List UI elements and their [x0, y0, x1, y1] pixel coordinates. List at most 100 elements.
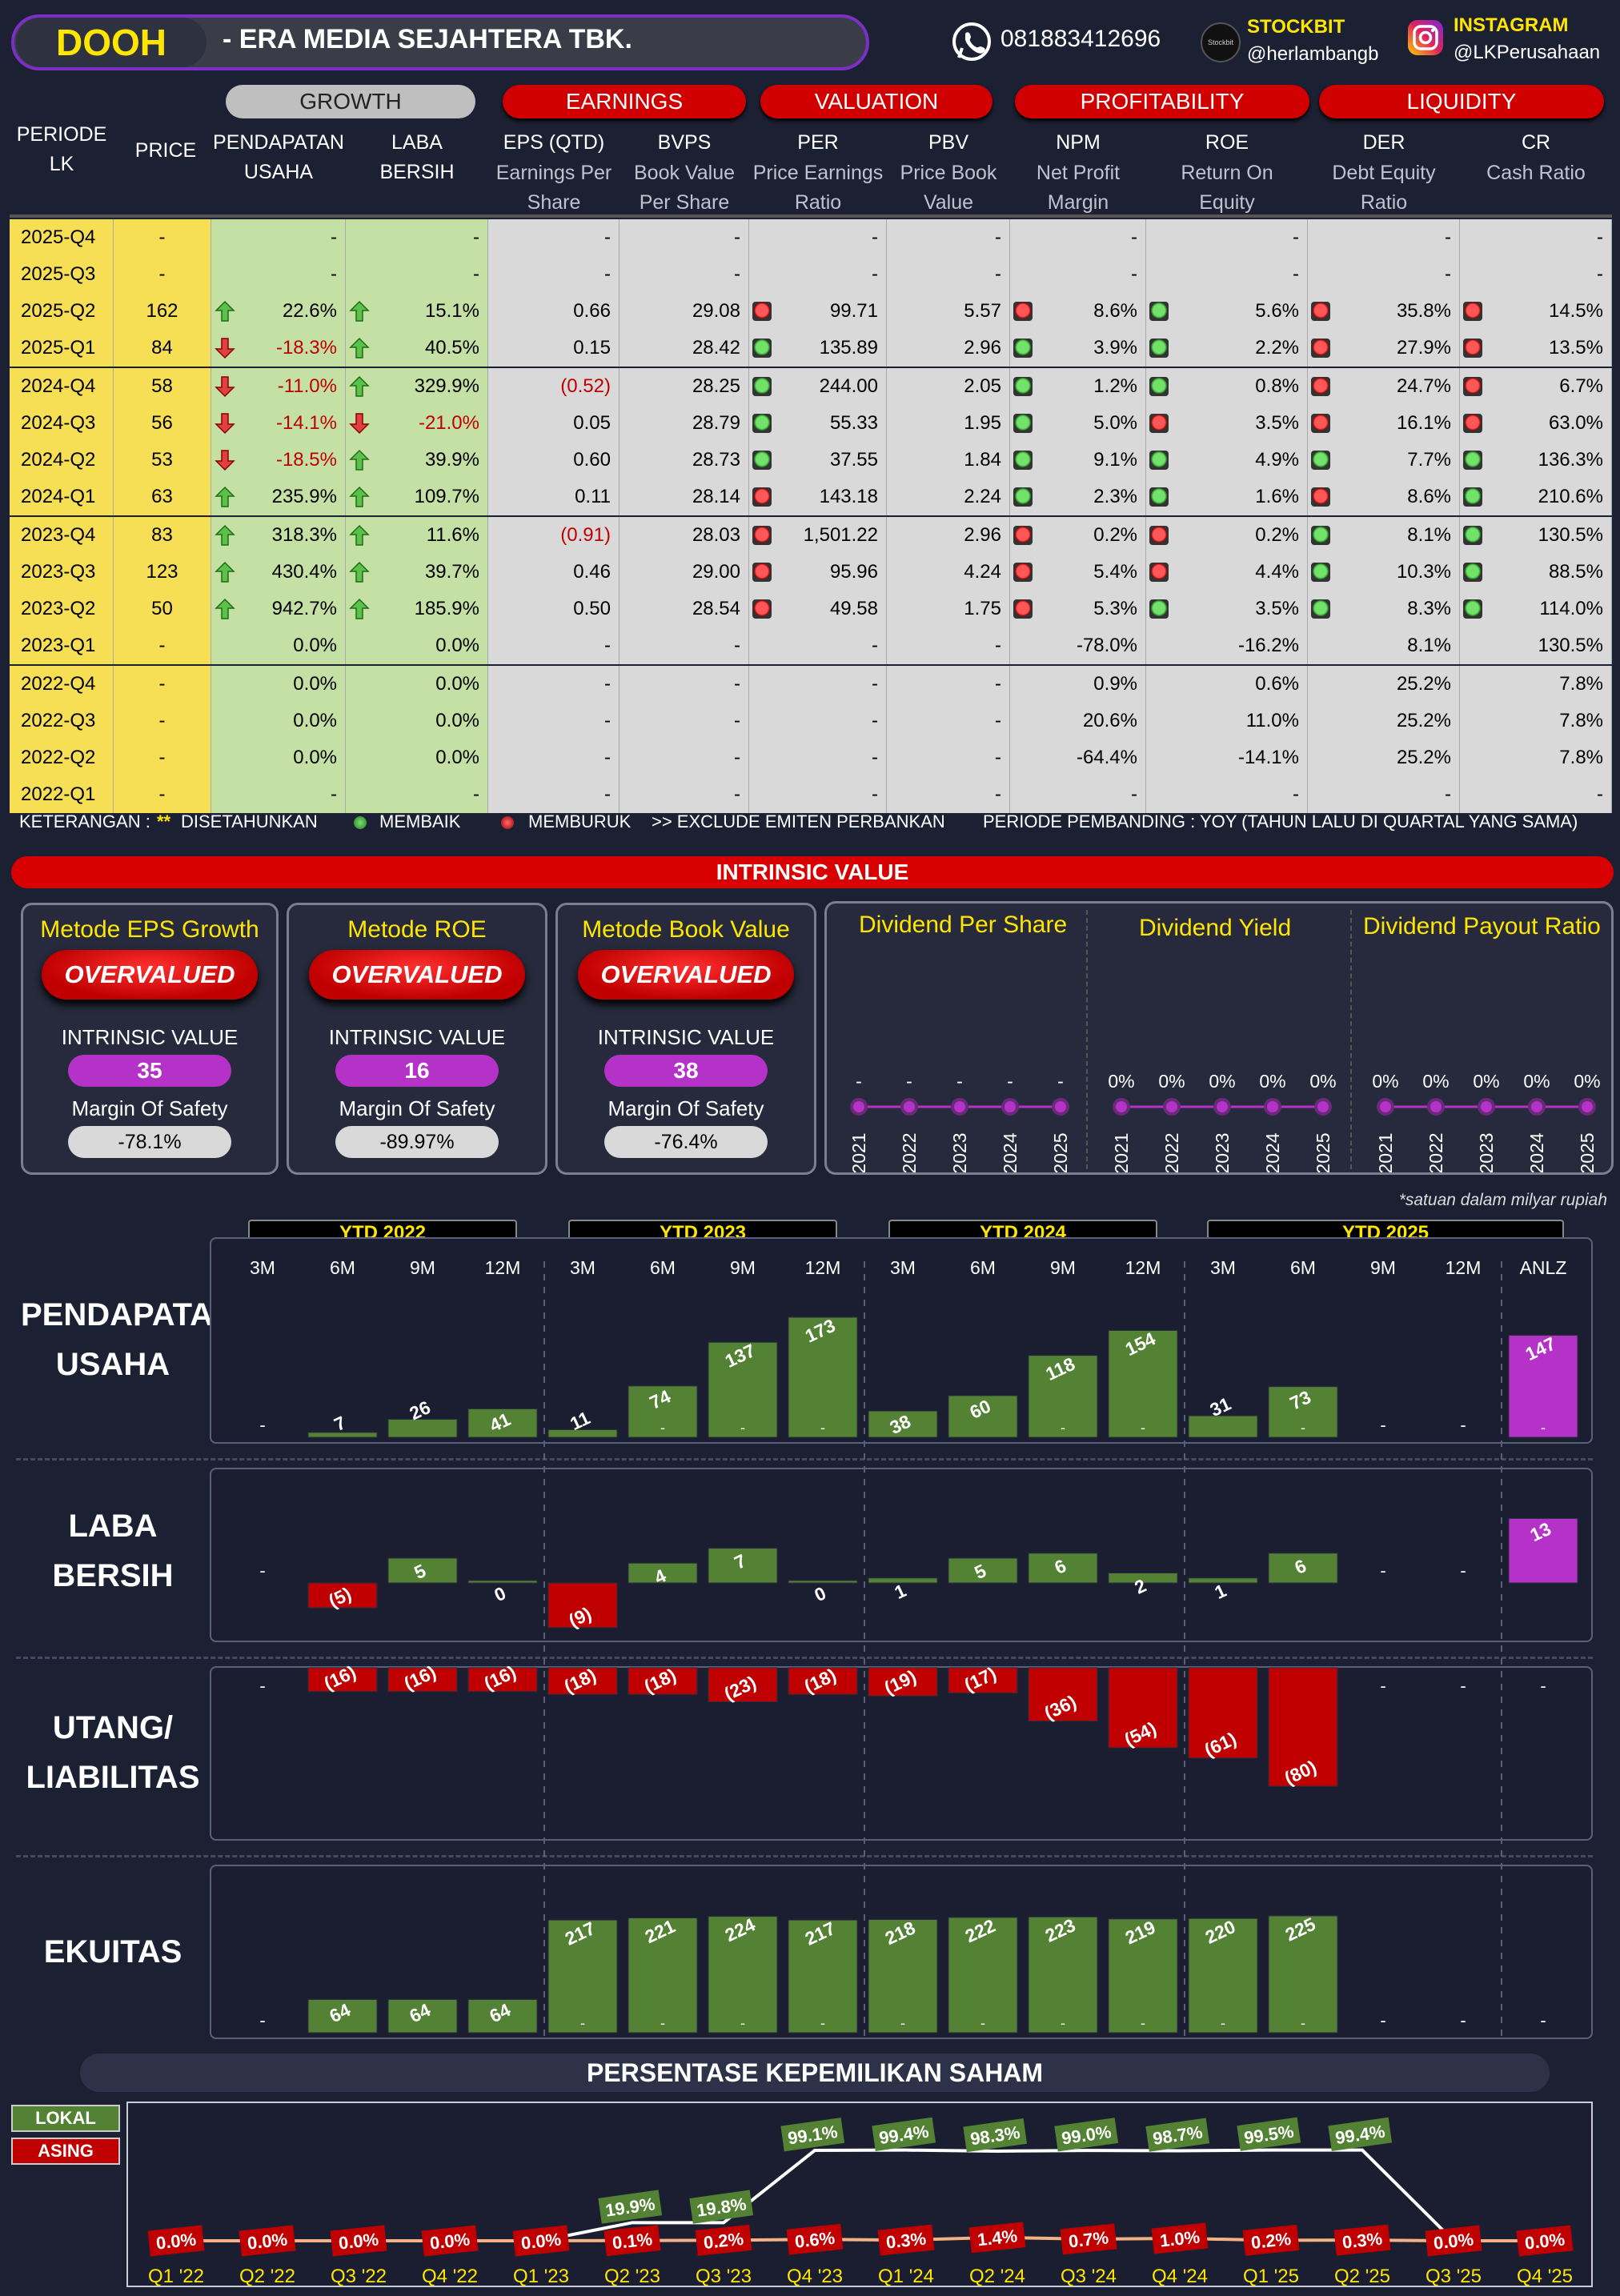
table-cell-rev: -: [211, 776, 346, 813]
quarter-label: Q3 '24: [1061, 2266, 1117, 2287]
cell-value: 114.0%: [1539, 598, 1603, 619]
table-row: 2022-Q2 - 0.0% 0.0% - - - - -64.4% -14.1% 25.2% 7.8…: [10, 739, 1612, 776]
cell-value: 0.0%: [293, 710, 337, 731]
cell-value: 0.66: [573, 300, 611, 322]
table-cell-p: 2025-Q1: [10, 330, 114, 367]
mos-label: Margin Of Safety: [339, 1096, 495, 1120]
cell-value: -14.1%: [1237, 747, 1299, 768]
cell-value: 7.8%: [1559, 673, 1603, 695]
bar-empty-label: -: [1380, 2010, 1385, 2030]
stockbit-handle[interactable]: @herlambangb: [1247, 43, 1379, 65]
table-cell-p: 2025-Q3: [10, 256, 114, 293]
table-cell-npm: 20.6%: [1010, 703, 1146, 739]
cell-value: -: [1131, 783, 1137, 805]
asing-value-label: 0.0%: [1433, 2229, 1474, 2253]
table-cell-rev: 0.0%: [211, 703, 346, 739]
table-cell-eps: 0.50: [488, 591, 620, 627]
arrow-up-icon: [215, 598, 235, 619]
table-row: 2025-Q2 162 22.6% 15.1% 0.66 29.08 99.71 5.57 8.…: [10, 293, 1612, 330]
row-label-utang: UTANG/ LIABILITAS: [26, 1710, 200, 1795]
instagram-icon: [1405, 18, 1446, 62]
table-cell-npm: 5.3%: [1010, 591, 1146, 627]
cell-value: 2.96: [964, 524, 1001, 546]
lokal-point-label: 99.4%: [872, 2117, 936, 2152]
cell-value: 56: [151, 412, 173, 434]
arrow-down-icon: [215, 376, 235, 398]
bar: [1508, 1335, 1578, 1438]
table-cell-per: -: [749, 219, 887, 256]
dividend-year-label: 2024: [1526, 1132, 1547, 1172]
cell-value: 2.96: [964, 337, 1001, 359]
cell-value: -: [604, 226, 611, 248]
cell-value: 50: [151, 598, 173, 619]
dividend-value-label: 0%: [1574, 1071, 1600, 1092]
membaik-indicator-icon: [1013, 414, 1033, 433]
table-cell-eps: -: [488, 776, 620, 813]
table-cell-ni: 0.0%: [346, 739, 488, 776]
table-cell-ni: -: [346, 256, 488, 293]
cell-value: 235.9%: [271, 486, 337, 507]
cell-value: 109.7%: [414, 486, 479, 507]
dividend-year-label: 2021: [1375, 1132, 1396, 1172]
table-cell-npm: 1.2%: [1010, 368, 1146, 405]
dividend-yield-title: Dividend Yield: [1139, 915, 1292, 941]
table-cell-per: 95.96: [749, 554, 887, 591]
bar: [1508, 1517, 1578, 1584]
table-cell-npm: 0.2%: [1010, 517, 1146, 554]
table-cell-price: 83: [114, 517, 211, 554]
bar-base-marker: -: [820, 1420, 825, 1436]
cell-value: 15.1%: [424, 300, 479, 322]
table-cell-der: 8.1%: [1308, 627, 1460, 664]
cell-value: 318.3%: [271, 524, 337, 546]
membaik-indicator-icon: [752, 451, 772, 470]
cell-value: -: [872, 673, 878, 695]
cell-value: -: [995, 747, 1001, 768]
table-cell-price: -: [114, 219, 211, 256]
lokal-point-label: 98.7%: [1145, 2118, 1210, 2152]
table-cell-npm: 5.0%: [1010, 405, 1146, 442]
phone-number: 081883412696: [1000, 26, 1161, 52]
table-cell-price: 63: [114, 479, 211, 515]
lokal-point-label: 99.5%: [1237, 2117, 1301, 2151]
asing-value-label: 0.0%: [429, 2229, 471, 2253]
cell-value: 0.0%: [435, 635, 479, 656]
quarter-label: Q4 '24: [1152, 2266, 1208, 2287]
cell-value: 2024-Q1: [21, 486, 96, 507]
bar: [467, 1998, 538, 2034]
bar-empty-label: -: [1460, 1415, 1466, 1435]
arrow-up-icon: [215, 561, 235, 583]
table-cell-pbv: 4.24: [887, 554, 1010, 591]
cell-value: -64.4%: [1076, 747, 1137, 768]
cell-value: 25.2%: [1396, 710, 1451, 731]
table-cell-eps: (0.91): [488, 517, 620, 554]
bar-empty-label: -: [1460, 1676, 1466, 1696]
quarter-label: Q2 '22: [239, 2266, 295, 2287]
bar: [868, 1667, 938, 1697]
legend-membaik: MEMBAIK: [379, 811, 461, 831]
cell-value: 0.9%: [1093, 673, 1137, 695]
quarter-label: Q3 '22: [331, 2266, 387, 2287]
cell-value: 11.0%: [1245, 710, 1299, 731]
table-cell-price: 53: [114, 442, 211, 479]
cell-value: 1.2%: [1093, 375, 1137, 397]
bar: [708, 1341, 778, 1438]
iv-card-title: Metode EPS Growth: [40, 916, 259, 943]
col-subheader: Earnings Per Share: [495, 162, 612, 214]
iv-label: INTRINSIC VALUE: [597, 1025, 775, 1049]
cell-value: 2.3%: [1093, 486, 1137, 507]
table-cell-per: -: [749, 739, 887, 776]
legend-exclude: >> EXCLUDE EMITEN PERBANKAN: [652, 811, 945, 831]
cell-value: 28.42: [692, 337, 740, 359]
cell-value: 185.9%: [414, 598, 479, 619]
membaik-indicator-icon: [1149, 599, 1169, 619]
table-row: 2024-Q2 53 -18.5% 39.9% 0.60 28.73 37.55 1.84 9.…: [10, 442, 1612, 479]
dividend-year-label: 2022: [899, 1132, 920, 1172]
cell-value: 135.89: [819, 337, 878, 359]
table-cell-der: 27.9%: [1308, 330, 1460, 367]
table-cell-per: 135.89: [749, 330, 887, 367]
table-cell-npm: 3.9%: [1010, 330, 1146, 367]
col-header: EPS (QTD): [503, 131, 605, 154]
bar-base-marker: -: [740, 1420, 745, 1436]
dividend-point: [951, 1098, 968, 1116]
instagram-handle[interactable]: @LKPerusahaan: [1454, 42, 1601, 63]
